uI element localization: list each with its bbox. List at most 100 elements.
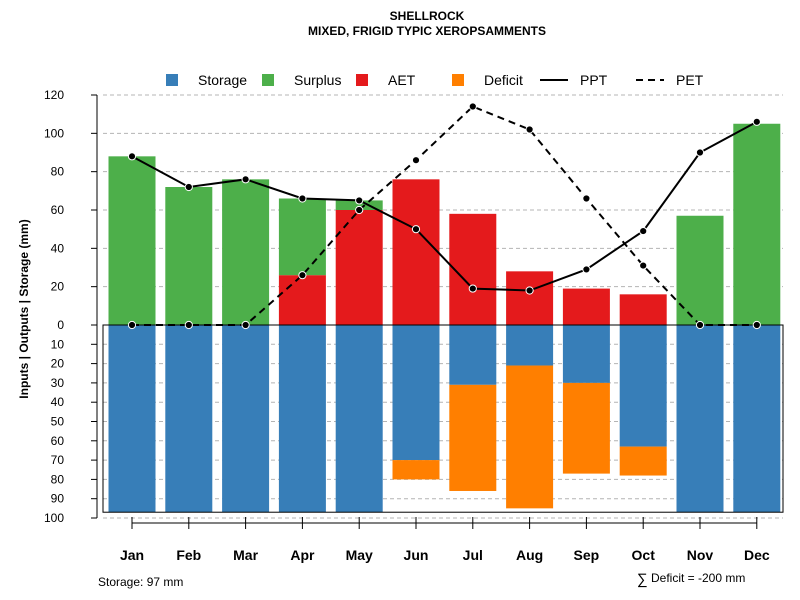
point-ppt-mar <box>241 175 250 184</box>
chart-subtitle: MIXED, FRIGID TYPIC XEROPSAMMENTS <box>308 24 546 38</box>
legend-swatch-deficit <box>452 74 464 86</box>
point-pet-nov <box>695 320 705 330</box>
legend-label-pet: PET <box>676 72 704 88</box>
point-ppt-may <box>355 196 364 205</box>
bar-surplus-feb <box>165 187 213 325</box>
legend-label-aet: AET <box>388 72 416 88</box>
point-ppt-apr <box>298 194 307 203</box>
y-tick-label-bottom-40: 40 <box>51 395 65 409</box>
bar-storage-sep <box>562 325 610 383</box>
bar-storage-may <box>335 325 383 513</box>
bar-storage-nov <box>676 325 724 513</box>
bar-deficit-jun <box>392 460 440 480</box>
bar-surplus-dec <box>733 123 781 325</box>
y-tick-label-top-100: 100 <box>44 126 64 140</box>
legend-swatch-surplus <box>262 74 274 86</box>
chart-title: SHELLROCK <box>390 9 465 23</box>
y-tick-label-bottom-20: 20 <box>51 357 65 371</box>
y-axis-label: Inputs | Outputs | Storage (mm) <box>17 219 31 398</box>
y-tick-label-top-80: 80 <box>51 165 65 179</box>
y-tick-label-bottom-80: 80 <box>51 472 65 486</box>
point-ppt-feb <box>184 182 193 192</box>
legend: Storage Surplus AET Deficit PPT PET <box>166 72 704 88</box>
series-lines <box>127 102 761 330</box>
bar-storage-dec <box>733 325 781 513</box>
point-pet-dec <box>752 320 761 330</box>
y-tick-label-top-20: 20 <box>51 280 65 294</box>
x-tick-label-oct: Oct <box>632 547 656 563</box>
bar-surplus-mar <box>222 179 270 325</box>
legend-label-storage: Storage <box>198 72 247 88</box>
point-pet-feb <box>184 320 193 330</box>
storage-capacity-box <box>102 324 784 513</box>
legend-label-surplus: Surplus <box>294 72 341 88</box>
x-tick-label-jul: Jul <box>463 547 483 563</box>
legend-swatch-aet <box>356 74 368 86</box>
plot-frame <box>102 324 784 513</box>
y-tick-label-top-60: 60 <box>51 203 65 217</box>
point-pet-oct <box>639 261 648 270</box>
bar-aet-aug <box>506 271 554 325</box>
legend-swatch-storage <box>166 74 178 86</box>
point-ppt-sep <box>582 265 591 274</box>
point-ppt-aug <box>525 286 534 295</box>
x-tick-label-mar: Mar <box>233 547 258 563</box>
bar-aet-may <box>335 210 383 325</box>
legend-label-ppt: PPT <box>580 72 608 88</box>
x-tick-label-may: May <box>346 547 373 563</box>
bar-surplus-may <box>335 200 383 210</box>
y-tick-label-top-120: 120 <box>44 88 64 102</box>
point-ppt-jun <box>411 225 421 234</box>
bar-storage-jan <box>108 325 156 513</box>
bar-aet-oct <box>619 294 667 325</box>
bar-storage-jun <box>392 325 440 461</box>
legend-label-deficit: Deficit <box>484 72 523 88</box>
x-tick-label-feb: Feb <box>176 547 201 563</box>
axes: 0 20 40 60 80 100 120 10 20 30 40 50 60 70 80 90 100 Jan F… <box>44 88 770 563</box>
sum-symbol: ∑ <box>637 571 648 588</box>
storage-note: Storage: 97 mm <box>98 575 183 589</box>
y-tick-label-bottom-100: 100 <box>44 511 64 525</box>
y-tick-label-top-40: 40 <box>51 241 65 255</box>
x-tick-label-jun: Jun <box>404 547 429 563</box>
point-ppt-dec <box>752 117 761 126</box>
x-tick-label-jan: Jan <box>120 547 144 563</box>
deficit-note: Deficit = -200 mm <box>651 571 745 585</box>
point-ppt-oct <box>639 226 648 236</box>
bar-aet-apr <box>278 275 326 325</box>
bar-storage-oct <box>619 325 667 447</box>
point-ppt-jul <box>468 284 477 293</box>
y-tick-label-bottom-10: 10 <box>51 337 65 351</box>
y-tick-label-bottom-70: 70 <box>51 453 65 467</box>
y-tick-label-bottom-50: 50 <box>51 415 65 429</box>
point-ppt-jan <box>127 152 137 161</box>
bar-storage-jul <box>449 325 497 385</box>
bar-deficit-jul <box>449 384 497 491</box>
point-pet-jul <box>468 102 477 111</box>
x-tick-label-aug: Aug <box>516 547 543 563</box>
line-ppt <box>131 120 758 292</box>
gridlines <box>103 94 783 519</box>
point-pet-apr <box>298 271 307 280</box>
bar-storage-apr <box>278 325 326 513</box>
y-tick-label-bottom-30: 30 <box>51 376 65 390</box>
bar-surplus-apr <box>278 198 326 276</box>
bar-surplus-jan <box>108 156 156 325</box>
point-pet-aug <box>525 125 534 134</box>
bar-aet-jul <box>449 213 497 325</box>
y-tick-label-top-0: 0 <box>57 318 64 332</box>
bar-aet-sep <box>562 288 610 325</box>
x-tick-label-dec: Dec <box>744 547 770 563</box>
point-ppt-nov <box>695 148 705 157</box>
bars <box>108 123 781 513</box>
bar-surplus-nov <box>676 215 724 325</box>
x-tick-label-nov: Nov <box>687 547 714 563</box>
bar-storage-mar <box>222 325 270 513</box>
point-pet-may <box>355 205 364 215</box>
bar-storage-aug <box>506 325 554 366</box>
bar-deficit-sep <box>562 382 610 474</box>
y-tick-label-bottom-60: 60 <box>51 434 65 448</box>
point-pet-mar <box>241 320 250 330</box>
point-pet-jun <box>411 156 421 165</box>
